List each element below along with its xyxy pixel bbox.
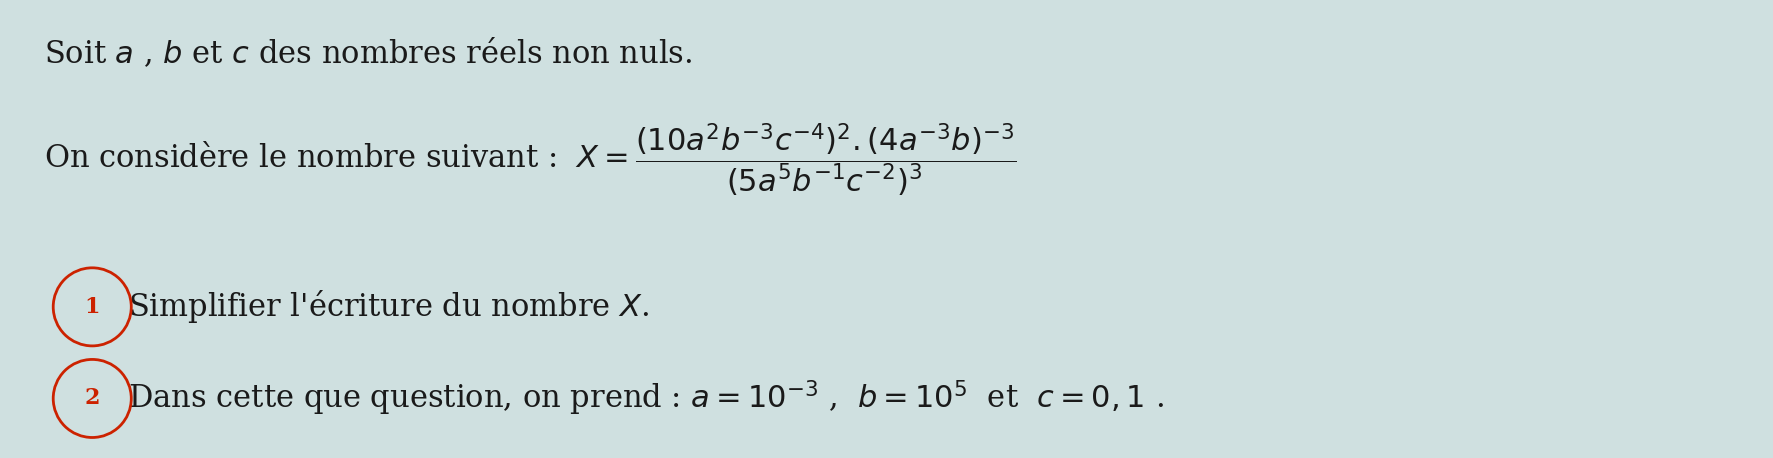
Text: Simplifier l'écriture du nombre $X$.: Simplifier l'écriture du nombre $X$.: [128, 289, 649, 325]
Text: 2: 2: [85, 387, 99, 409]
Text: On considère le nombre suivant :  $X = \dfrac{(10a^2b^{-3}c^{-4})^2.(4a^{-3}b)^{: On considère le nombre suivant : $X = \d…: [44, 122, 1016, 199]
Text: Soit $a$ , $b$ et $c$ des nombres réels non nuls.: Soit $a$ , $b$ et $c$ des nombres réels …: [44, 37, 691, 71]
Text: 1: 1: [85, 296, 99, 318]
Text: Dans cette que question, on prend : $a=10^{-3}$ ,  $b=10^{5}$  et  $c=0,1$ .: Dans cette que question, on prend : $a=1…: [128, 379, 1163, 418]
